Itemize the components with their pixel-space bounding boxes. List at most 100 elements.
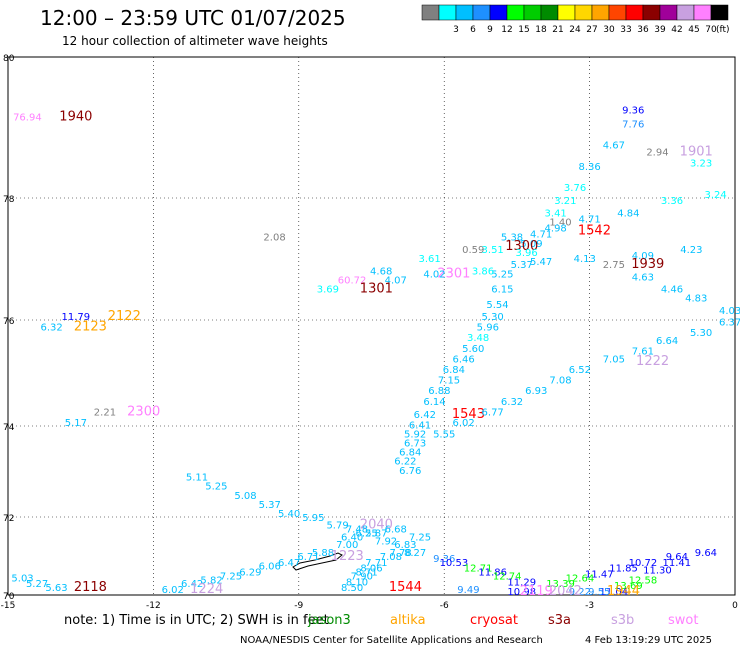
swh-value-label: 7.71 [365, 558, 387, 569]
swh-value-label: 6.06 [259, 562, 281, 573]
swh-value-label: 9.22 [569, 587, 591, 598]
mission-cryosat: cryosat [470, 613, 518, 628]
colorbar-swatch [574, 4, 593, 21]
pass-time-label: 2300 [127, 404, 160, 419]
colorbar-tick-label: 39 [654, 25, 666, 35]
swh-value-label: 7.08 [380, 552, 402, 563]
swh-value-label: 5.08 [234, 491, 256, 502]
swh-value-label: 12.74 [493, 571, 522, 582]
colorbar-tick-label: 45 [688, 25, 699, 35]
colorbar-swatch [659, 4, 678, 21]
colorbar-tick-label: 42 [671, 25, 682, 35]
swh-value-label: 11.86 [478, 568, 507, 579]
swh-value-label: 7.00 [336, 540, 358, 551]
colorbar-swatch [489, 4, 508, 21]
swh-value-label: 3.76 [564, 183, 586, 194]
colorbar-swatch [540, 4, 559, 21]
graticule [8, 57, 735, 595]
colorbar-tick-label: 30 [603, 25, 615, 35]
swh-value-label: 6.47 [278, 558, 300, 569]
swh-value-label: 5.95 [302, 513, 324, 524]
colorbar-swatch [455, 4, 474, 21]
swh-value-label: 6.83 [394, 540, 416, 551]
swh-value-label: 5.63 [45, 583, 67, 594]
swh-value-label: 6.42 [181, 579, 203, 590]
swh-value-label: 9.36 [433, 554, 455, 565]
swh-value-label: 5.30 [482, 312, 504, 323]
pass-time-label: 2118 [74, 580, 107, 595]
footer-credit: NOAA/NESDIS Center for Satellite Applica… [240, 635, 543, 646]
swh-value-label: 6.77 [482, 407, 504, 418]
swh-value-label: 6.42 [414, 410, 436, 421]
swh-value-label: 6.71 [297, 552, 319, 563]
swh-value-label: 4.84 [617, 208, 639, 219]
latitude-label: 70 [3, 592, 15, 602]
swh-value-label: 3.21 [554, 196, 576, 207]
swh-value-label: 2.75 [603, 260, 625, 271]
jan-mayen-island [292, 552, 343, 571]
swh-value-label: 3.86 [472, 266, 494, 277]
colorbar-tick-label: 6 [470, 25, 476, 35]
swh-value-label: 6.68 [385, 525, 407, 536]
swh-value-label: 5.11 [186, 473, 208, 484]
swh-value-label: 8.50 [341, 583, 363, 594]
swh-value-label: 5.47 [530, 257, 552, 268]
swh-value-label: 5.88 [312, 548, 334, 559]
swh-value-label: 11.79 [62, 312, 91, 323]
swh-value-label: 6.76 [399, 466, 421, 477]
swh-value-label: 4.46 [661, 285, 683, 296]
pass-time-label: 1944 [607, 584, 640, 599]
swh-value-label: 6.29 [239, 568, 261, 579]
swh-value-label: 11.04 [600, 587, 629, 598]
swh-value-label: 6.02 [162, 585, 184, 596]
swh-value-label: 5.25 [205, 482, 227, 493]
latitude-label: 76 [3, 317, 15, 327]
colorbar-tick-label: 9 [487, 25, 493, 35]
swh-value-label: 11.29 [507, 577, 536, 588]
swh-value-label: 5.60 [462, 344, 484, 355]
swh-value-label: 5.38 [501, 233, 523, 244]
swh-value-label: 4.83 [685, 294, 707, 305]
pass-time-label: 1542 [578, 224, 611, 239]
latitude-label: 72 [3, 514, 14, 524]
colorbar-unit: (ft) [716, 25, 730, 35]
swh-value-label: 6.88 [428, 386, 450, 397]
swh-value-label: 3.51 [482, 245, 504, 256]
swh-value-label: 9.55 [588, 587, 610, 598]
footer-note: note: 1) Time is in UTC; 2) SWH is in fe… [64, 613, 329, 628]
footer-timestamp: 4 Feb 13:19:29 UTC 2025 [585, 635, 712, 646]
swh-value-label: 1.40 [549, 217, 571, 228]
colorbar-tick-label: 33 [620, 25, 631, 35]
colorbar-tick-label: 3 [453, 25, 459, 35]
colorbar-tick-label: 18 [535, 25, 547, 35]
colorbar-tick-label: 70 [705, 25, 717, 35]
swh-value-label: 11.30 [643, 566, 672, 577]
swh-value-label: 5.87 [365, 529, 387, 540]
swh-value-label: 6.84 [443, 365, 465, 376]
pass-time-label: 2042 [549, 584, 582, 599]
pass-time-label: 1939 [631, 257, 664, 272]
colorbar-swatch [642, 4, 661, 21]
swh-value-label: 6.02 [452, 418, 474, 429]
swh-value-label: 7.61 [632, 346, 654, 357]
swh-value-label: 6.15 [491, 285, 513, 296]
pass-time-label: 2122 [108, 309, 141, 324]
swh-value-label: 5.54 [486, 300, 508, 311]
mission-altika: altika [390, 613, 426, 628]
axis-labels: 80 78 76 74 72 70-15 -12 -9 -6 -3 0 [1, 54, 738, 611]
latitude-label: 78 [3, 195, 15, 205]
swh-value-label: 6.73 [404, 438, 426, 449]
swh-value-label: 4.03 [719, 306, 740, 317]
swh-value-label: 8.71 [356, 568, 378, 579]
colorbar-swatch [421, 4, 440, 21]
swh-value-label: 4.02 [423, 269, 445, 280]
pass-time-label: 1223 [331, 549, 364, 564]
pass-time-label: 2119 [520, 584, 553, 599]
swh-value-label: 4.98 [545, 224, 567, 235]
swh-value-label: 4.13 [574, 254, 596, 265]
swh-value-label: 2.94 [646, 148, 668, 159]
colorbar-swatch [506, 4, 525, 21]
swh-value-label: 6.32 [501, 397, 523, 408]
latitude-label: 74 [3, 423, 15, 433]
colorbar-swatch [625, 4, 644, 21]
